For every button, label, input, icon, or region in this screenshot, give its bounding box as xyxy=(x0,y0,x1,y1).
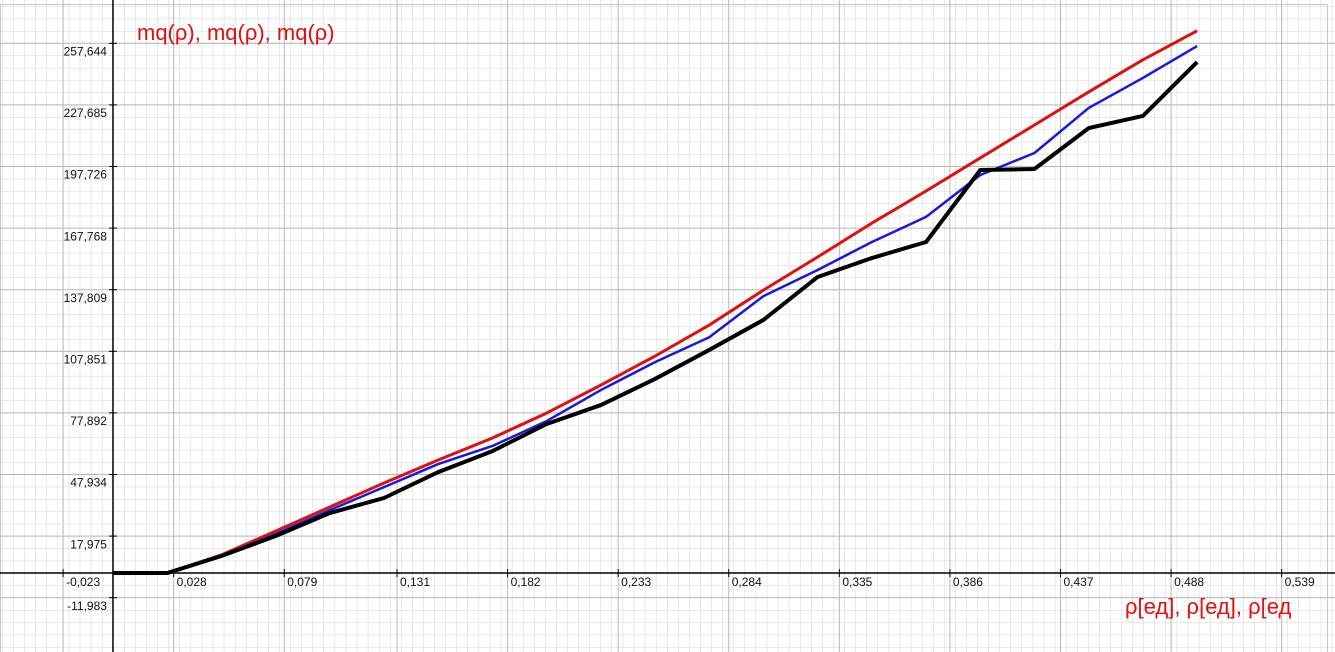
x-tick-label: 0,182 xyxy=(511,575,541,589)
y-tick-label: 257,644 xyxy=(64,44,108,58)
series-line xyxy=(112,44,1198,575)
y-tick-label: 227,685 xyxy=(64,106,108,120)
x-tick-label: 0,335 xyxy=(842,575,872,589)
x-tick-label: 0,079 xyxy=(287,575,317,589)
chart-title: mq(ρ), mq(ρ), mq(ρ) xyxy=(137,20,335,45)
x-tick-label: -0,023 xyxy=(66,575,100,589)
x-tick-label: 0,233 xyxy=(621,575,651,589)
plot-lines xyxy=(112,29,1199,576)
y-tick-label: 17,975 xyxy=(70,537,107,551)
y-tick-label: 167,768 xyxy=(64,229,108,243)
y-tick-label: 47,934 xyxy=(70,476,107,490)
x-axis-label: ρ[ед], ρ[ед], ρ[ед xyxy=(1125,594,1291,619)
x-tick-label: 0,437 xyxy=(1063,575,1093,589)
labels: -0,023 0,028 0,079 0,131 0,182 0,233 0,284 0,33… xyxy=(64,44,1315,612)
y-tick-label: -11,983 xyxy=(67,599,107,613)
y-tick-label: 77,892 xyxy=(70,414,107,428)
series-line xyxy=(112,29,1198,575)
x-tick-label: 0,539 xyxy=(1285,575,1315,589)
y-tick-label: 107,851 xyxy=(64,352,108,366)
y-tick-label: 137,809 xyxy=(64,291,108,305)
x-tick-label: 0,386 xyxy=(953,575,983,589)
x-tick-label: 0,284 xyxy=(732,575,762,589)
x-tick-label: 0,028 xyxy=(177,575,207,589)
series-line xyxy=(112,60,1199,576)
y-tick-label: 197,726 xyxy=(64,168,108,182)
frame xyxy=(0,4,1328,652)
x-tick-label: 0,131 xyxy=(400,575,430,589)
x-tick-label: 0,488 xyxy=(1174,575,1204,589)
